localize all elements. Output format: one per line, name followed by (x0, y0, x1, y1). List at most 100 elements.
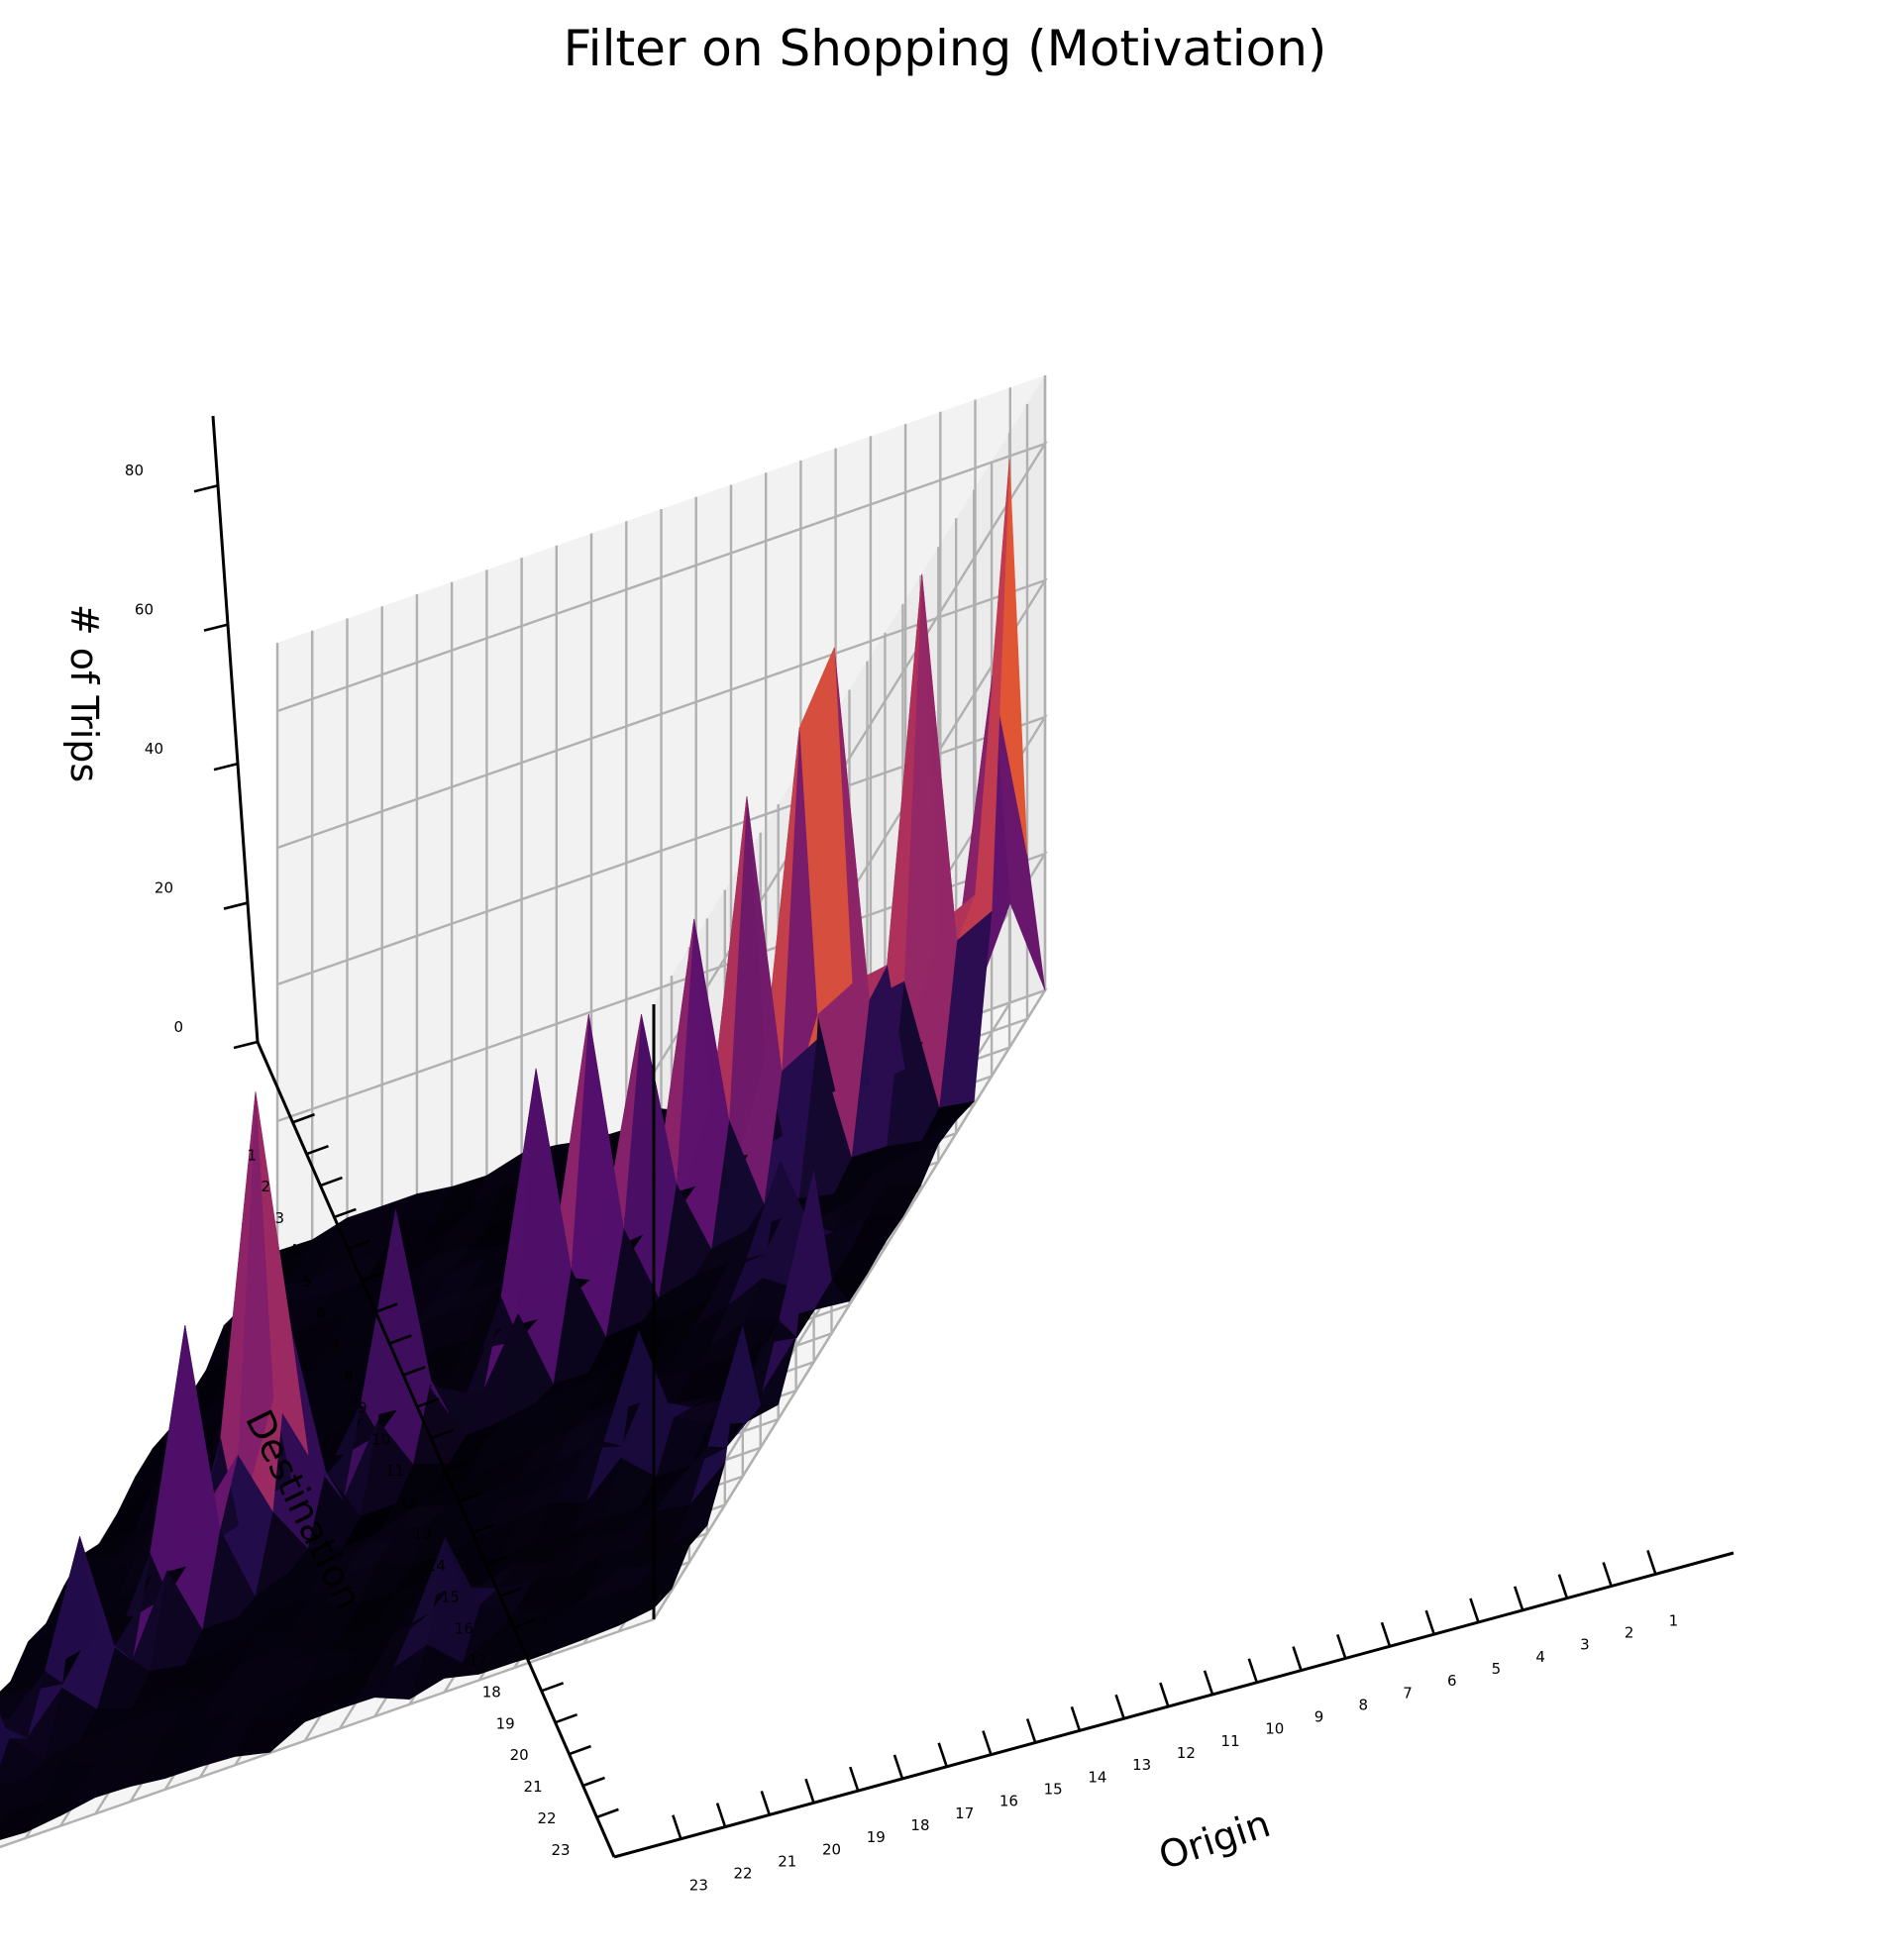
destination-tick-label: 18 (482, 1683, 501, 1701)
origin-tick-label: 19 (867, 1828, 886, 1846)
origin-tick (1247, 1658, 1259, 1684)
destination-tick (555, 1712, 578, 1724)
destination-tick-label: 19 (496, 1714, 515, 1732)
destination-tick-label: 2 (262, 1178, 271, 1195)
origin-tick (937, 1742, 948, 1768)
destination-tick (306, 1144, 329, 1156)
origin-tick (1513, 1586, 1524, 1611)
origin-tick-label: 2 (1625, 1624, 1634, 1642)
origin-tick-label: 7 (1403, 1684, 1413, 1702)
destination-tick (596, 1807, 619, 1819)
grid-line-z (276, 441, 1048, 1074)
destination-tick (485, 1555, 509, 1566)
destination-tick-label: 1 (248, 1146, 258, 1164)
z-tick-label: 0 (173, 1018, 183, 1036)
destination-tick-label: 21 (524, 1778, 543, 1796)
destination-tick-label: 17 (469, 1652, 487, 1670)
z-tick-label: 20 (155, 879, 173, 897)
destination-tick (333, 1207, 357, 1219)
destination-tick (402, 1366, 426, 1377)
origin-tick-label: 8 (1358, 1696, 1368, 1713)
destination-tick-label: 4 (288, 1241, 298, 1259)
destination-tick (374, 1302, 398, 1313)
origin-tick-label: 5 (1492, 1660, 1502, 1678)
origin-tick-label: 17 (955, 1805, 974, 1822)
origin-tick-label: 12 (1177, 1744, 1196, 1762)
z-tick (233, 1040, 259, 1050)
surface-facet (0, 1671, 46, 1739)
surface-facet (0, 1714, 10, 1765)
destination-tick (292, 1113, 315, 1124)
destination-tick-label: 13 (413, 1525, 432, 1543)
origin-tick-label: 11 (1221, 1732, 1240, 1750)
origin-tick (1114, 1694, 1125, 1719)
z-axis-label: # of Trips (62, 604, 106, 782)
destination-tick-label: 11 (385, 1462, 404, 1480)
origin-tick (1070, 1705, 1082, 1731)
destination-tick-label: 23 (551, 1841, 570, 1859)
surface-facet (0, 1717, 11, 1721)
surface-facet (0, 1810, 10, 1827)
origin-tick-label: 22 (734, 1865, 753, 1883)
destination-tick (347, 1239, 370, 1251)
surface-facet (0, 1690, 29, 1720)
destination-tick (513, 1618, 537, 1629)
destination-tick-label: 20 (510, 1746, 529, 1764)
origin-tick-label: 16 (999, 1793, 1018, 1810)
origin-tick (715, 1803, 727, 1827)
destination-tick (569, 1744, 591, 1756)
z-tick (223, 901, 249, 910)
origin-tick-label: 3 (1580, 1636, 1590, 1654)
surface-facet (0, 1737, 45, 1787)
destination-tick-label: 7 (330, 1336, 340, 1354)
destination-tick (458, 1492, 481, 1503)
surface-mesh (0, 460, 1046, 1840)
surface-facet (0, 1778, 28, 1815)
tick-labels: 1234567891011121314151617181920212223123… (125, 462, 1678, 1894)
origin-tick-label: 21 (778, 1852, 796, 1870)
surface-facet (0, 1671, 47, 1698)
origin-tick-label: 23 (689, 1877, 708, 1895)
destination-tick (430, 1428, 454, 1440)
axis-lines (193, 415, 1734, 1859)
origin-tick (982, 1730, 993, 1756)
destination-tick-label: 14 (427, 1557, 446, 1575)
destination-tick-label: 10 (371, 1430, 390, 1448)
destination-tick-label: 9 (358, 1398, 368, 1416)
destination-tick (527, 1650, 551, 1661)
origin-tick (1646, 1549, 1657, 1575)
origin-tick-label: 6 (1447, 1672, 1457, 1690)
destination-tick (472, 1523, 495, 1535)
z-tick-label: 60 (135, 601, 154, 619)
destination-tick (541, 1682, 565, 1693)
destination-tick-label: 5 (302, 1273, 312, 1290)
z-tick-label: 80 (125, 462, 144, 479)
destination-tick-label: 12 (399, 1494, 418, 1511)
destination-tick-label: 16 (455, 1620, 473, 1638)
origin-tick-label: 10 (1265, 1720, 1284, 1738)
origin-tick (760, 1790, 772, 1815)
chart-title: Filter on Shopping (Motivation) (564, 20, 1327, 77)
origin-tick (672, 1814, 682, 1840)
destination-tick (361, 1271, 384, 1282)
destination-tick-label: 6 (316, 1304, 326, 1322)
destination-tick (320, 1176, 343, 1187)
x-axis-label: Origin (1154, 1802, 1276, 1878)
origin-tick-label: 18 (910, 1816, 929, 1834)
destination-axis-line (256, 1041, 616, 1858)
z-axis-line-main (211, 415, 260, 1043)
origin-tick-label: 15 (1044, 1780, 1063, 1798)
origin-tick-label: 20 (822, 1840, 841, 1858)
origin-tick (849, 1766, 860, 1792)
origin-axis-line (613, 1551, 1734, 1859)
origin-tick (804, 1778, 815, 1804)
origin-tick (1424, 1609, 1435, 1635)
origin-tick (1380, 1621, 1392, 1647)
origin-tick (1336, 1634, 1347, 1659)
z-tick (193, 483, 219, 493)
destination-tick-label: 3 (274, 1209, 284, 1227)
destination-tick-label: 22 (538, 1809, 557, 1827)
destination-tick (582, 1776, 605, 1788)
origin-tick (1025, 1718, 1037, 1743)
